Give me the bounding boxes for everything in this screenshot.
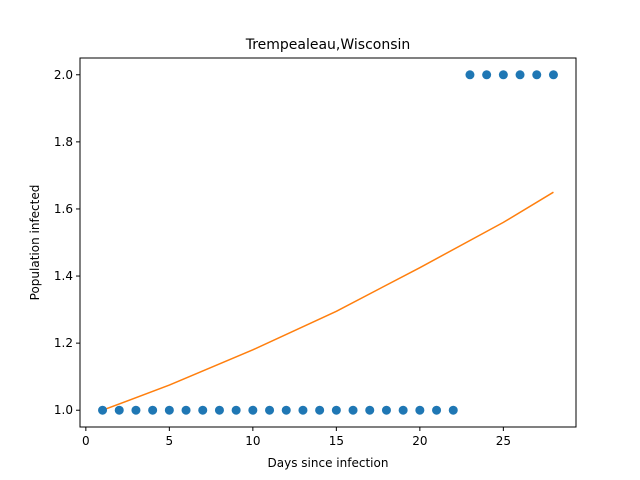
data-point [532,70,542,80]
data-point [114,405,124,415]
data-point [331,405,341,415]
y-tick-label: 2.0 [54,68,73,82]
data-point [398,405,408,415]
data-point [181,405,191,415]
data-point [415,405,425,415]
chart-title: Trempealeau,Wisconsin [245,37,411,53]
axis-ticks: 0 5 10 15 20 25 1.0 1.2 1.4 1.6 1.8 2.0 [54,68,511,448]
x-tick-label: 0 [82,434,90,448]
y-tick-label: 1.4 [54,269,73,283]
data-point [214,405,224,415]
data-point [281,405,291,415]
data-point [465,70,475,80]
y-tick-label: 1.8 [54,135,73,149]
plot-frame [79,57,577,428]
data-point [198,405,208,415]
data-point [515,70,525,80]
y-tick-label: 1.0 [54,403,73,417]
data-point [131,405,141,415]
data-point [432,405,442,415]
data-point [548,70,558,80]
x-tick-label: 25 [496,434,511,448]
y-tick-label: 1.2 [54,336,73,350]
data-point [448,405,458,415]
plot-area [98,70,558,415]
data-point [265,405,275,415]
x-axis-label: Days since infection [268,456,389,470]
data-point [148,405,158,415]
data-point [482,70,492,80]
data-point [298,405,308,415]
x-tick-label: 15 [329,434,344,448]
data-point [231,405,241,415]
y-tick-label: 1.6 [54,202,73,216]
data-point [164,405,174,415]
x-tick-label: 5 [166,434,174,448]
x-tick-label: 10 [245,434,260,448]
x-tick-label: 20 [412,434,427,448]
data-point [315,405,325,415]
data-point [98,405,108,415]
y-axis-label: Population infected [28,185,42,301]
data-point [248,405,258,415]
data-point [365,405,375,415]
data-point [498,70,508,80]
data-point [381,405,391,415]
data-point [348,405,358,415]
fit-line [102,191,554,411]
